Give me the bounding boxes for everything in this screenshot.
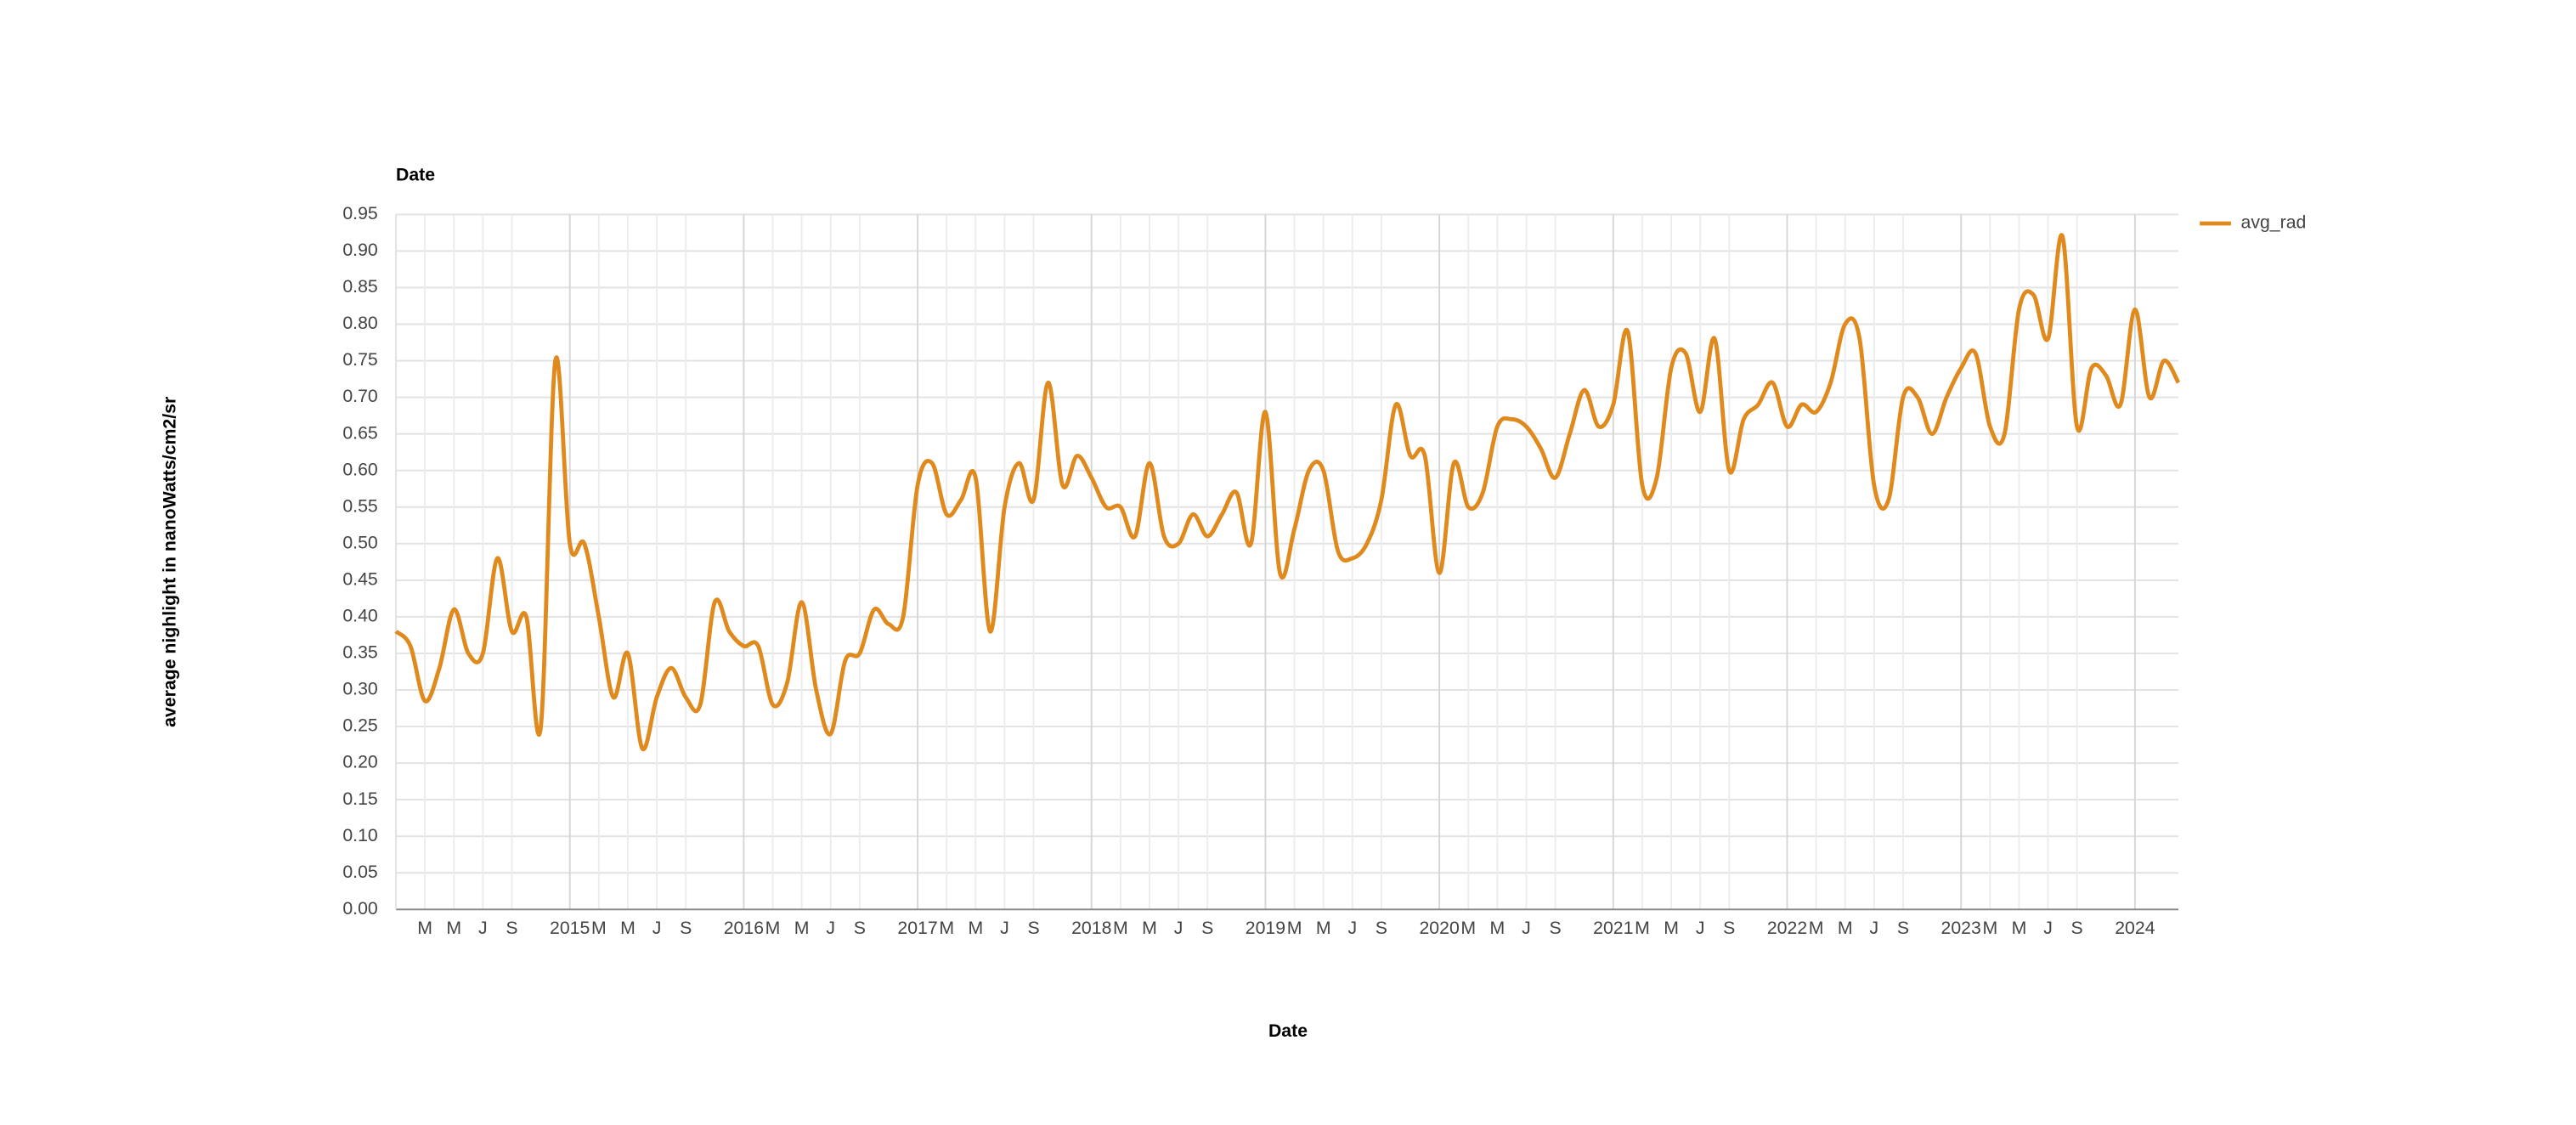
y-tick-label: 0.35	[342, 642, 377, 663]
x-tick-label: J	[2043, 918, 2053, 938]
x-tick-label: M	[968, 918, 983, 938]
x-tick-label: S	[1549, 918, 1561, 938]
x-tick-label: M	[1635, 918, 1650, 938]
x-tick-label: S	[854, 918, 866, 938]
x-tick-label: 2017	[897, 918, 937, 938]
y-tick-label: 0.60	[342, 459, 377, 479]
x-tick-label: M	[1142, 918, 1157, 938]
y-tick-label: 0.15	[342, 789, 377, 809]
x-tick-label: M	[1838, 918, 1853, 938]
y-tick-label: 0.80	[342, 313, 377, 333]
y-tick-label: 0.45	[342, 568, 377, 589]
x-tick-label: J	[1870, 918, 1879, 938]
x-tick-label: S	[1897, 918, 1909, 938]
x-tick-label: M	[620, 918, 636, 938]
x-tick-label: J	[652, 918, 662, 938]
x-tick-label: 2024	[2115, 918, 2155, 938]
x-tick-label: M	[1664, 918, 1679, 938]
y-tick-label: 0.95	[342, 203, 377, 223]
x-tick-label: M	[1113, 918, 1128, 938]
x-tick-label: S	[506, 918, 517, 938]
x-tick-label: M	[591, 918, 607, 938]
x-tick-label: 2015	[550, 918, 590, 938]
y-tick-label: 0.75	[342, 349, 377, 370]
legend-label: avg_rad	[2241, 212, 2307, 233]
x-tick-label: J	[1696, 918, 1705, 938]
y-tick-label: 0.20	[342, 752, 377, 772]
x-tick-label: 2023	[1941, 918, 1981, 938]
x-tick-label: J	[1347, 918, 1357, 938]
x-tick-label: M	[1287, 918, 1302, 938]
x-tick-label: M	[794, 918, 810, 938]
x-tick-label: J	[1000, 918, 1009, 938]
x-tick-label: S	[680, 918, 692, 938]
x-tick-label: 2018	[1071, 918, 1111, 938]
y-tick-label: 0.90	[342, 240, 377, 260]
y-tick-label: 0.50	[342, 532, 377, 552]
x-tick-label: M	[1316, 918, 1331, 938]
x-axis-label: Date	[1268, 1020, 1308, 1041]
x-tick-label: M	[765, 918, 781, 938]
y-tick-label: 0.30	[342, 679, 377, 699]
y-tick-label: 0.70	[342, 386, 377, 406]
y-tick-label: 0.40	[342, 606, 377, 626]
x-tick-label: J	[1522, 918, 1531, 938]
y-tick-label: 0.05	[342, 862, 377, 882]
x-tick-label: S	[1376, 918, 1387, 938]
x-tick-label: M	[417, 918, 432, 938]
x-tick-label: M	[1809, 918, 1824, 938]
x-tick-label: J	[1174, 918, 1183, 938]
chart-title: Date	[396, 165, 435, 185]
x-tick-label: 2021	[1593, 918, 1633, 938]
x-tick-label: S	[2071, 918, 2083, 938]
y-tick-label: 0.00	[342, 898, 377, 919]
x-tick-label: 2020	[1419, 918, 1459, 938]
x-tick-label: M	[1982, 918, 1997, 938]
y-tick-label: 0.65	[342, 422, 377, 443]
x-tick-label: M	[446, 918, 461, 938]
y-tick-label: 0.10	[342, 825, 377, 845]
x-tick-label: M	[1490, 918, 1505, 938]
x-tick-label: J	[478, 918, 488, 938]
x-tick-label: M	[1460, 918, 1476, 938]
data-line	[394, 233, 2181, 752]
x-tick-label: J	[826, 918, 835, 938]
x-tick-label: S	[1201, 918, 1213, 938]
x-tick-label: S	[1723, 918, 1735, 938]
y-tick-label: 0.85	[342, 276, 377, 297]
x-tick-label: M	[2012, 918, 2027, 938]
y-axis-label: average nighlight in nanoWatts/cm2/sr	[160, 397, 180, 727]
y-tick-label: 0.55	[342, 495, 377, 516]
x-tick-label: S	[1027, 918, 1039, 938]
x-tick-label: 2019	[1246, 918, 1285, 938]
x-tick-label: 2016	[724, 918, 764, 938]
y-tick-label: 0.25	[342, 715, 377, 736]
x-tick-label: 2022	[1767, 918, 1807, 938]
x-tick-label: M	[939, 918, 954, 938]
